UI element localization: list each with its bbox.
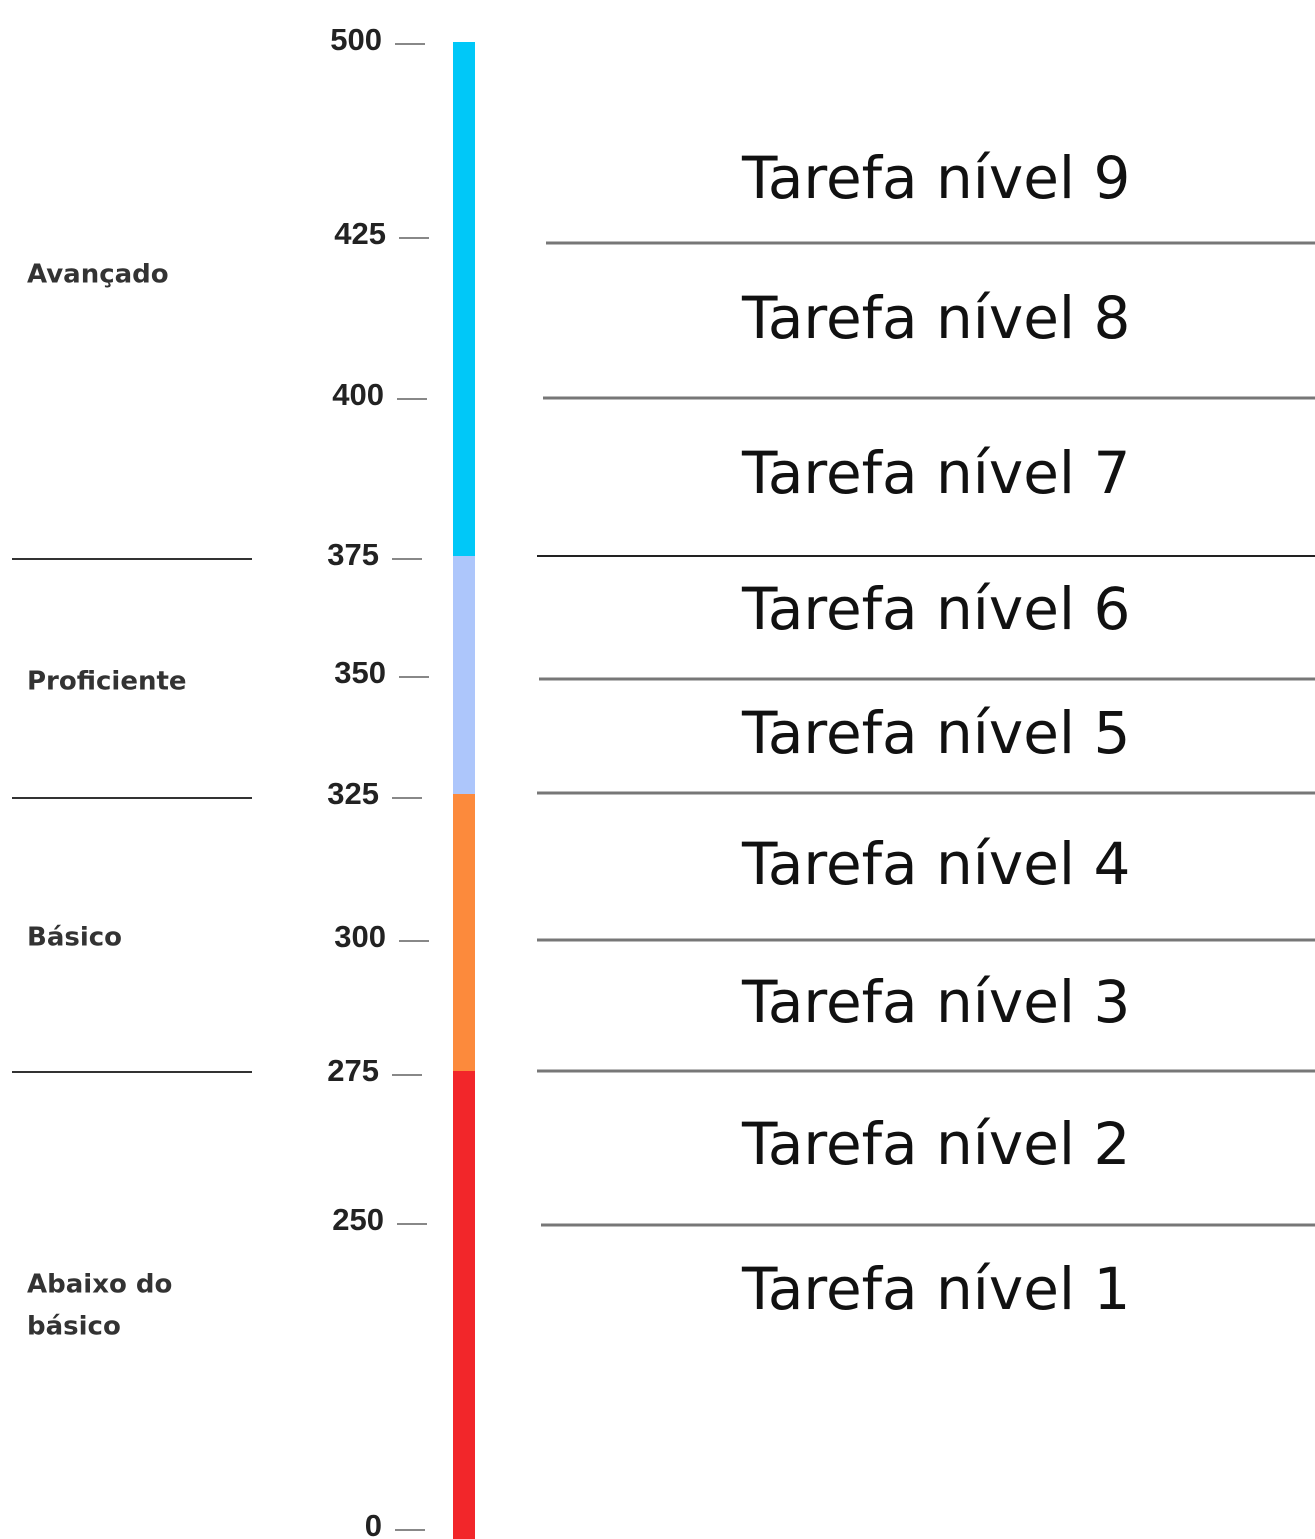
tick-label: 375	[327, 537, 379, 572]
tick-label: 275	[327, 1053, 379, 1088]
tick-label: 425	[334, 216, 386, 251]
task-label: Tarefa nível 9	[741, 144, 1130, 212]
tick-label: 0	[365, 1508, 382, 1539]
tick-label: 400	[332, 377, 384, 412]
tick-label: 350	[334, 655, 386, 690]
task-label: Tarefa nível 1	[741, 1255, 1130, 1323]
task-label: Tarefa nível 4	[741, 830, 1130, 898]
tick-label: 500	[330, 22, 382, 57]
task-label: Tarefa nível 5	[741, 699, 1130, 767]
level-label: Proficiente	[27, 667, 187, 697]
tick-label: 250	[332, 1202, 384, 1237]
level-label: Avançado	[27, 260, 169, 290]
tick-label: 300	[334, 919, 386, 954]
task-label: Tarefa nível 6	[741, 575, 1130, 643]
band-proficient	[453, 556, 475, 794]
level-label: Abaixo do	[27, 1270, 172, 1300]
task-dividers	[537, 241, 1315, 1227]
band-advanced	[453, 42, 475, 556]
task-label: Tarefa nível 2	[741, 1110, 1130, 1178]
band-basic	[453, 794, 475, 1071]
task-label: Tarefa nível 8	[741, 284, 1130, 352]
level-label: básico	[27, 1312, 121, 1342]
task-label: Tarefa nível 3	[741, 968, 1130, 1036]
tick-label: 325	[327, 776, 379, 811]
band-below-basic	[453, 1071, 475, 1539]
task-label: Tarefa nível 7	[741, 439, 1130, 507]
level-dividers	[12, 558, 252, 1073]
level-label: Básico	[27, 923, 122, 953]
